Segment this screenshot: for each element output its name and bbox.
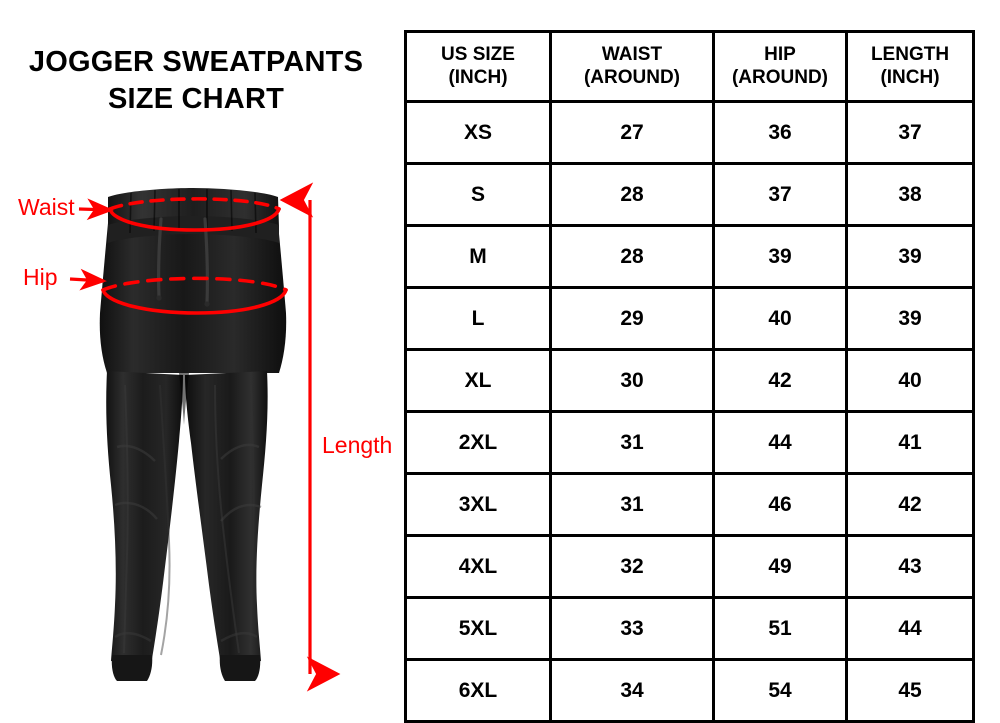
cell-size: XS	[404, 100, 552, 165]
sweatpants-illustration	[55, 185, 315, 685]
cell-waist: 28	[549, 162, 715, 227]
cell-hip: 54	[712, 658, 848, 723]
waist-label: Waist	[18, 194, 75, 220]
page-title-line1: JOGGER SWEATPANTS	[28, 46, 364, 78]
hip-label: Hip	[23, 264, 58, 290]
cell-waist: 29	[549, 286, 715, 351]
cell-length: 41	[845, 410, 975, 475]
column-header-length-line2: (INCH)	[880, 66, 940, 88]
cell-length: 37	[845, 100, 975, 165]
cell-length: 44	[845, 596, 975, 661]
table-row: M 28 39 39	[404, 224, 975, 289]
hip-leader-arrow	[69, 268, 107, 291]
cell-size: 6XL	[404, 658, 552, 723]
cell-hip: 49	[712, 534, 848, 599]
cell-size: S	[404, 162, 552, 227]
hip-measure-ellipse	[101, 276, 288, 315]
cell-length: 38	[845, 162, 975, 227]
cell-hip: 42	[712, 348, 848, 413]
page-title-line2: SIZE CHART	[108, 83, 284, 116]
cell-length: 45	[845, 658, 975, 723]
cell-size: XL	[404, 348, 552, 413]
cell-length: 40	[845, 348, 975, 413]
table-row: 4XL 32 49 43	[404, 534, 975, 599]
cell-waist: 32	[549, 534, 715, 599]
cell-size: M	[404, 224, 552, 289]
column-header-hip-line2: (AROUND)	[731, 66, 829, 88]
cell-waist: 28	[549, 224, 715, 289]
column-header-hip: HIP (AROUND)	[712, 30, 848, 103]
cell-hip: 44	[712, 410, 848, 475]
cell-waist: 31	[549, 410, 715, 475]
size-chart-table: US SIZE (INCH) WAIST (AROUND) HIP (AROUN…	[404, 30, 975, 723]
cell-hip: 37	[712, 162, 848, 227]
column-header-waist-line2: (AROUND)	[583, 66, 681, 88]
column-header-us-size: US SIZE (INCH)	[404, 30, 552, 103]
pants-body	[99, 223, 287, 681]
cell-waist: 31	[549, 472, 715, 537]
cell-waist: 33	[549, 596, 715, 661]
table-row: XS 27 36 37	[404, 100, 975, 165]
table-header-row: US SIZE (INCH) WAIST (AROUND) HIP (AROUN…	[404, 30, 975, 103]
table-row: L 29 40 39	[404, 286, 975, 351]
cell-hip: 40	[712, 286, 848, 351]
column-header-waist: WAIST (AROUND)	[549, 30, 715, 103]
cell-length: 43	[845, 534, 975, 599]
length-label: Length	[322, 432, 393, 458]
cell-length: 39	[845, 224, 975, 289]
column-header-us-size-line2: (INCH)	[448, 66, 508, 88]
table-row: XL 30 42 40	[404, 348, 975, 413]
table-row: 6XL 34 54 45	[404, 658, 975, 723]
cell-size: 4XL	[404, 534, 552, 599]
column-header-us-size-line1: US SIZE	[441, 44, 515, 66]
column-header-waist-line1: WAIST	[601, 44, 663, 66]
cell-waist: 30	[549, 348, 715, 413]
cell-length: 42	[845, 472, 975, 537]
cell-hip: 51	[712, 596, 848, 661]
table-row: 3XL 31 46 42	[404, 472, 975, 537]
waist-measure-ellipse	[108, 197, 281, 232]
table-row: 5XL 33 51 44	[404, 596, 975, 661]
cell-hip: 39	[712, 224, 848, 289]
pants-drawstrings	[156, 217, 210, 307]
table-row: S 28 37 38	[404, 162, 975, 227]
cell-size: 2XL	[404, 410, 552, 475]
cell-hip: 36	[712, 100, 848, 165]
page-title: JOGGER SWEATPANTS SIZE CHART	[0, 44, 392, 118]
illustration-panel: JOGGER SWEATPANTS SIZE CHART	[0, 0, 400, 705]
column-header-length: LENGTH (INCH)	[845, 30, 975, 103]
size-chart-table-container: US SIZE (INCH) WAIST (AROUND) HIP (AROUN…	[404, 30, 975, 723]
measurement-annotations	[69, 182, 341, 692]
cell-waist: 27	[549, 100, 715, 165]
cell-size: L	[404, 286, 552, 351]
table-row: 2XL 31 44 41	[404, 410, 975, 475]
cell-waist: 34	[549, 658, 715, 723]
waist-leader-arrow	[78, 198, 114, 221]
cell-length: 39	[845, 286, 975, 351]
cell-hip: 46	[712, 472, 848, 537]
column-header-hip-line1: HIP	[764, 44, 796, 66]
cell-size: 5XL	[404, 596, 552, 661]
cell-size: 3XL	[404, 472, 552, 537]
column-header-length-line1: LENGTH	[870, 44, 950, 66]
